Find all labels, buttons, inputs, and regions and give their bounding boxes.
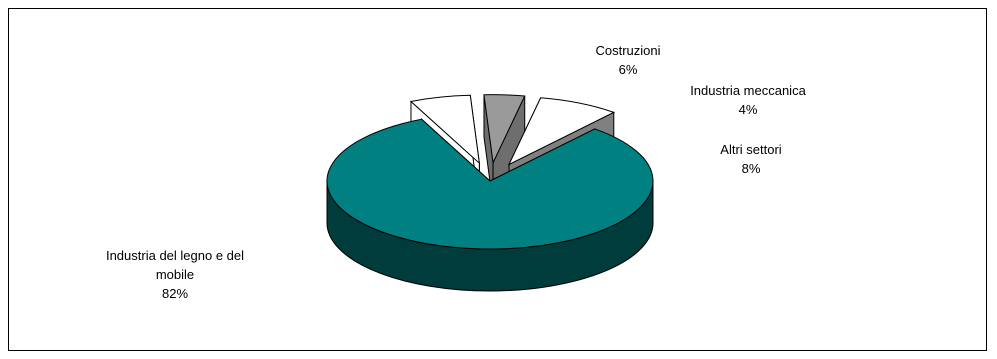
slice-label-1: Costruzioni (595, 43, 660, 58)
data-label-2: 4% (739, 102, 758, 117)
pie-chart: Industria del legno e del mobile 82% Costru… (106, 43, 807, 301)
data-label-0: 82% (162, 286, 188, 301)
pie-slice-1 (409, 94, 481, 165)
data-label-1: 6% (619, 62, 638, 77)
slice-label-3: Altri settori (720, 142, 782, 157)
slice-label-0: Industria del legno e del (106, 248, 244, 263)
chart-area: Industria del legno e del mobile 82% Costru… (8, 8, 987, 351)
pie-slice-2 (483, 94, 526, 165)
pie-slice-3 (507, 97, 616, 166)
slice-label-0: mobile (156, 267, 194, 282)
data-label-3: 8% (742, 161, 761, 176)
pie-slice-0 (326, 118, 654, 250)
slice-label-2: Industria meccanica (690, 83, 806, 98)
